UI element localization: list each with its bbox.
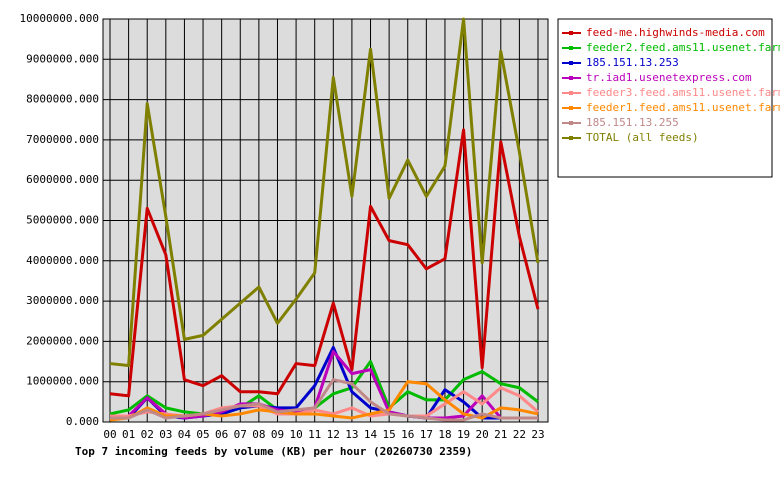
legend-marker bbox=[569, 91, 573, 95]
legend-label: feeder3.feed.ams11.usenet.farm bbox=[586, 86, 780, 99]
x-tick-label: 19 bbox=[457, 428, 470, 441]
y-tick-label: 3000000.000 bbox=[26, 294, 99, 307]
x-tick-label: 05 bbox=[196, 428, 209, 441]
x-tick-label: 03 bbox=[159, 428, 172, 441]
x-tick-label: 09 bbox=[271, 428, 284, 441]
x-tick-label: 12 bbox=[327, 428, 340, 441]
x-tick-label: 14 bbox=[364, 428, 378, 441]
x-tick-label: 15 bbox=[383, 428, 396, 441]
x-tick-label: 11 bbox=[308, 428, 321, 441]
x-tick-label: 20 bbox=[476, 428, 489, 441]
y-tick-label: 1000000.000 bbox=[26, 375, 99, 388]
y-tick-label: 6000000.000 bbox=[26, 173, 99, 186]
y-tick-label: 9000000.000 bbox=[26, 52, 99, 65]
y-tick-label: 7000000.000 bbox=[26, 133, 99, 146]
legend-label: tr.iad1.usenetexpress.com bbox=[586, 71, 752, 84]
x-tick-label: 07 bbox=[234, 428, 247, 441]
legend-label: feeder2.feed.ams11.usenet.farm bbox=[586, 41, 780, 54]
x-tick-label: 04 bbox=[178, 428, 192, 441]
y-tick-label: 4000000.000 bbox=[26, 254, 99, 267]
series-line bbox=[109, 360, 539, 416]
legend-label: feeder1.feed.ams11.usenet.farm bbox=[586, 101, 780, 114]
y-tick-label: 5000000.000 bbox=[26, 214, 99, 227]
legend-label: feed-me.highwinds-media.com bbox=[586, 26, 765, 39]
x-tick-label: 21 bbox=[494, 428, 507, 441]
legend bbox=[557, 18, 773, 178]
legend-marker bbox=[569, 31, 573, 35]
x-tick-label: 23 bbox=[531, 428, 544, 441]
x-tick-label: 00 bbox=[103, 428, 116, 441]
series-line bbox=[109, 17, 540, 368]
x-tick-label: 16 bbox=[401, 428, 414, 441]
y-tick-label: 10000000.000 bbox=[20, 12, 99, 25]
legend-marker bbox=[569, 76, 573, 80]
legend-marker bbox=[569, 46, 573, 50]
x-tick-label: 01 bbox=[122, 428, 135, 441]
y-tick-label: 8000000.000 bbox=[26, 93, 99, 106]
legend-marker bbox=[569, 121, 573, 125]
x-tick-label: 22 bbox=[513, 428, 526, 441]
x-tick-label: 17 bbox=[420, 428, 433, 441]
legend-marker bbox=[569, 136, 573, 140]
x-tick-label: 10 bbox=[289, 428, 302, 441]
legend-marker bbox=[569, 61, 573, 65]
x-tick-label: 08 bbox=[252, 428, 265, 441]
x-tick-label: 13 bbox=[345, 428, 358, 441]
x-tick-label: 18 bbox=[438, 428, 451, 441]
legend-label: 185.151.13.255 bbox=[586, 116, 679, 129]
legend-marker bbox=[569, 106, 573, 110]
y-tick-label: 0.000 bbox=[66, 415, 99, 428]
series-line bbox=[110, 378, 538, 422]
x-tick-label: 06 bbox=[215, 428, 228, 441]
legend-label: 185.151.13.253 bbox=[586, 56, 679, 69]
chart-title: Top 7 incoming feeds by volume (KB) per … bbox=[75, 445, 472, 458]
legend-label: TOTAL (all feeds) bbox=[586, 131, 699, 144]
series-line bbox=[109, 128, 540, 398]
x-tick-label: 02 bbox=[141, 428, 154, 441]
y-tick-label: 2000000.000 bbox=[26, 334, 99, 347]
